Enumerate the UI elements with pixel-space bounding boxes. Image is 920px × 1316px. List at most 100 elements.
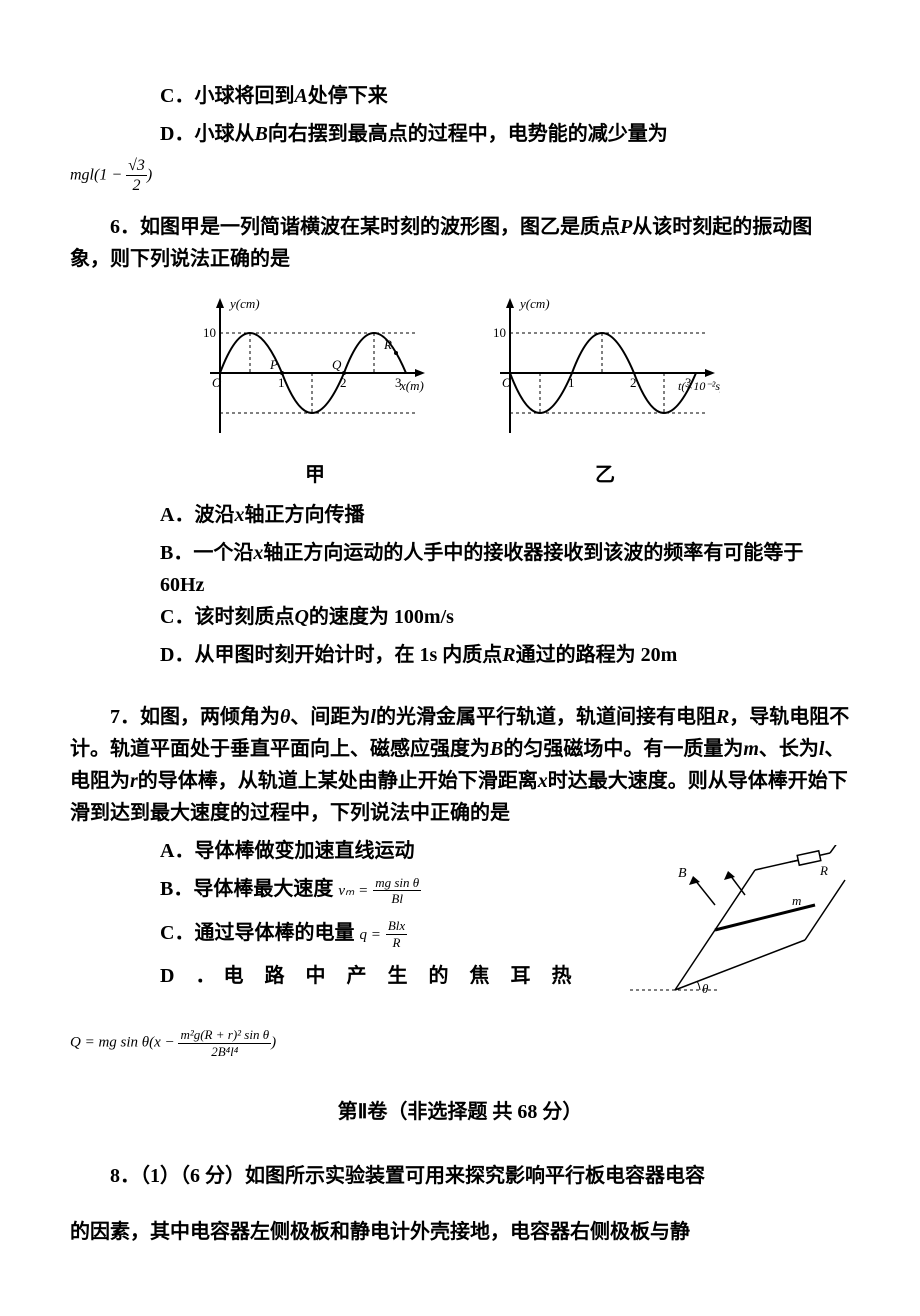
q6b-x: x <box>253 542 263 564</box>
q7b-label: B． <box>160 878 193 900</box>
q7b-num: mg sin θ <box>373 875 421 892</box>
svg-text:B: B <box>678 866 687 881</box>
q7-i5: 的匀强磁场中。有一质量为 <box>503 738 743 760</box>
q7d-num: m²g(R + r)² sin θ <box>178 1027 271 1044</box>
q7-option-d: D ．电 路 中 产 生 的 焦 耳 热 <box>70 960 610 992</box>
q5d-mgl: mgl <box>70 166 94 183</box>
q7-B: B <box>490 738 503 760</box>
chart-yi: y(cm) 10 O t(×10⁻²s) 1 2 3 <box>490 293 720 443</box>
q7d-text: 电 路 中 产 生 的 焦 耳 热 <box>223 965 579 987</box>
q7b-den: Bl <box>373 891 421 907</box>
q6a-text2: 轴正方向传播 <box>244 504 364 526</box>
q7-diagram: θ R m B <box>620 835 850 1025</box>
q8-line1: 8．（1）（6 分）如图所示实验装置可用来探究影响平行板电容器电容 <box>70 1152 850 1200</box>
chart-jia-caption: 甲 <box>200 459 430 491</box>
q5d-label: D． <box>160 123 194 145</box>
chart-yi-caption: 乙 <box>490 459 720 491</box>
q7c-frac: Blx R <box>386 918 407 950</box>
q5d-num: √3 <box>126 156 147 176</box>
q6-prefix: 6．如图甲是一列简谐横波在某时刻的波形图，图乙是质点 <box>110 216 620 238</box>
q5d-rparen: ) <box>147 166 152 183</box>
q7-option-d-formula: Q = mg sin θ(x − m²g(R + r)² sin θ 2B⁴l⁴… <box>70 1027 850 1059</box>
q7-i2: 、间距为 <box>290 706 370 728</box>
q7a-text: 导体棒做变加速直线运动 <box>194 840 414 862</box>
svg-text:R: R <box>819 863 828 878</box>
q6b-text: 一个沿 <box>193 542 253 564</box>
svg-text:Q: Q <box>332 357 342 372</box>
q7-i1: 7．如图，两倾角为 <box>110 706 280 728</box>
q5c-text: 小球将回到 <box>194 85 294 107</box>
q7-option-b: B．导体棒最大速度 vₘ = mg sin θ Bl <box>70 873 610 907</box>
q6c-Q: Q <box>294 606 308 628</box>
q6-option-d: D．从甲图时刻开始计时，在 1s 内质点R通过的路程为 20m <box>70 639 850 671</box>
q7-options-row: A．导体棒做变加速直线运动 B．导体棒最大速度 vₘ = mg sin θ Bl… <box>70 835 850 1025</box>
q5d-text: 小球从 <box>194 123 254 145</box>
q5d-den: 2 <box>126 176 147 195</box>
q5d-varB: B <box>254 123 267 145</box>
chart-jia: y(cm) 10 O x(m) 1 2 3 P Q R <box>200 293 430 443</box>
svg-text:10: 10 <box>493 325 506 340</box>
svg-text:P: P <box>269 357 278 372</box>
section2-header: 第Ⅱ卷（非选择题 共 68 分） <box>70 1096 850 1128</box>
svg-text:O: O <box>212 375 222 390</box>
q7b-frac: mg sin θ Bl <box>373 875 421 907</box>
q6-varP: P <box>620 216 632 238</box>
svg-text:x(m): x(m) <box>399 378 424 393</box>
q6b-label: B． <box>160 542 193 564</box>
q8-line2: 的因素，其中电容器左侧极板和静电计外壳接地，电容器右侧极板与静 <box>70 1208 850 1256</box>
q7-incline-svg: θ R m B <box>620 845 850 1015</box>
q7-i3: 的光滑金属平行轨道，轨道间接有电阻 <box>376 706 716 728</box>
svg-text:R: R <box>383 337 392 352</box>
svg-text:3: 3 <box>395 375 402 390</box>
q6a-text: 波沿 <box>194 504 234 526</box>
q7d-Q: Q = mg sin θ(x − <box>70 1035 175 1051</box>
q6a-label: A． <box>160 504 194 526</box>
q5d-text2: 向右摆到最高点的过程中，电势能的减少量为 <box>268 123 668 145</box>
q6-option-c: C．该时刻质点Q的速度为 100m/s <box>70 601 850 633</box>
q6d-label: D． <box>160 644 194 666</box>
q7-option-a: A．导体棒做变加速直线运动 <box>70 835 610 867</box>
q7c-label: C． <box>160 922 194 944</box>
q7c-q: q = <box>359 927 380 943</box>
q7-i8: 的导体棒，从轨道上某处由静止开始下滑距离 <box>138 770 538 792</box>
q7c-text: 通过导体棒的电量 <box>194 922 354 944</box>
q7d-frac: m²g(R + r)² sin θ 2B⁴l⁴ <box>178 1027 271 1059</box>
q7d-den: 2B⁴l⁴ <box>178 1044 271 1060</box>
svg-text:O: O <box>502 375 512 390</box>
svg-text:10: 10 <box>203 325 216 340</box>
q5-option-d-formula: mgl(1 − √3 2 ) <box>70 156 850 195</box>
q6d-R: R <box>502 644 515 666</box>
q7c-den: R <box>386 935 407 951</box>
q5-option-d: D．小球从B向右摆到最高点的过程中，电势能的减少量为 <box>70 118 850 150</box>
q7a-label: A． <box>160 840 194 862</box>
q7-options: A．导体棒做变加速直线运动 B．导体棒最大速度 vₘ = mg sin θ Bl… <box>70 835 610 998</box>
q7-R: R <box>716 706 729 728</box>
q7d-rparen: ) <box>271 1035 276 1051</box>
q6-question: 6．如图甲是一列简谐横波在某时刻的波形图，图乙是质点P从该时刻起的振动图象，则下… <box>70 211 850 275</box>
svg-text:y(cm): y(cm) <box>518 296 550 311</box>
q7b-vm: vₘ = <box>338 883 368 899</box>
q6c-text2: 的速度为 100m/s <box>309 606 454 628</box>
q6d-text2: 通过的路程为 20m <box>516 644 678 666</box>
q5-option-c: C．小球将回到A处停下来 <box>70 80 850 112</box>
q6c-label: C． <box>160 606 194 628</box>
svg-text:1: 1 <box>568 375 575 390</box>
q7-m: m <box>743 738 759 760</box>
q7d-label: D ． <box>160 965 223 987</box>
q5c-label: C． <box>160 85 194 107</box>
q7-option-c: C．通过导体棒的电量 q = Blx R <box>70 917 610 951</box>
svg-text:m: m <box>792 893 801 908</box>
chart-yi-wrap: y(cm) 10 O t(×10⁻²s) 1 2 3 乙 <box>490 293 720 491</box>
svg-text:θ: θ <box>702 981 709 996</box>
chart-jia-wrap: y(cm) 10 O x(m) 1 2 3 P Q R 甲 <box>200 293 430 491</box>
q5d-frac: √3 2 <box>126 156 147 195</box>
q5c-text2: 处停下来 <box>308 85 388 107</box>
q6-option-b: B．一个沿x轴正方向运动的人手中的接收器接收到该波的频率有可能等于 60Hz <box>70 537 850 601</box>
q7c-num: Blx <box>386 918 407 935</box>
q7b-text: 导体棒最大速度 <box>193 878 333 900</box>
q7-r: r <box>130 770 138 792</box>
q6d-text: 从甲图时刻开始计时，在 1s 内质点 <box>194 644 502 666</box>
q6-charts: y(cm) 10 O x(m) 1 2 3 P Q R 甲 <box>70 293 850 491</box>
q6c-text: 该时刻质点 <box>194 606 294 628</box>
q6a-x: x <box>234 504 244 526</box>
